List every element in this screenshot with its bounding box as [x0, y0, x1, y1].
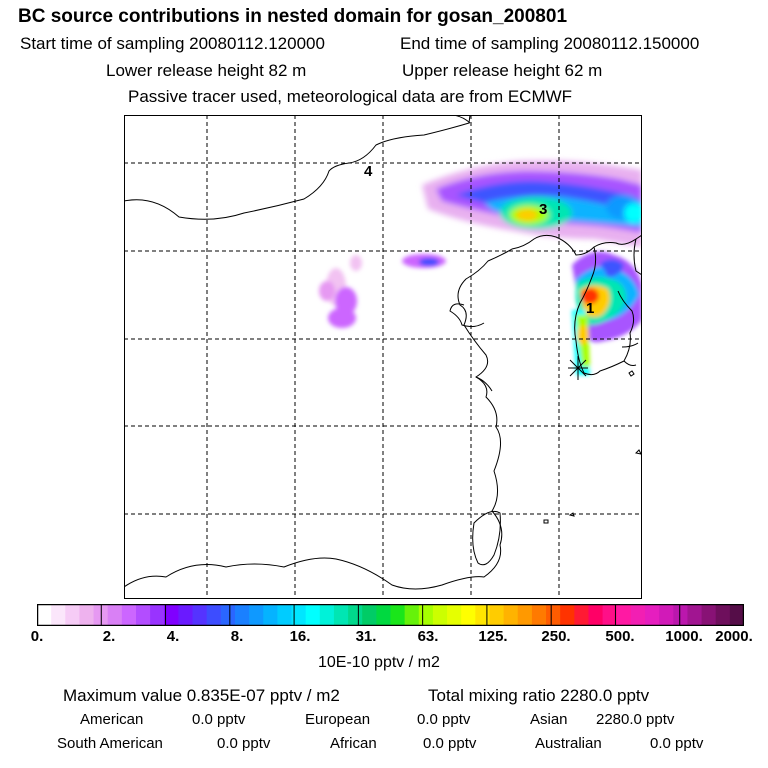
region-name: European	[305, 711, 371, 728]
colorbar-segment	[630, 604, 646, 626]
colorbar-segment	[348, 604, 363, 626]
colorbar-segment	[517, 604, 533, 626]
region-value: 0.0 pptv	[217, 735, 271, 752]
upper-release-label: Upper release height 62 m	[402, 61, 603, 80]
colorbar-tick-label: 4.	[166, 628, 180, 645]
colorbar-segment	[79, 604, 95, 626]
colorbar-segment	[659, 604, 674, 626]
colorbar-tick-label: 2000.	[715, 628, 753, 645]
region-value: 0.0 pptv	[417, 711, 471, 728]
colorbar-segment	[418, 604, 434, 626]
total-mixing-label: Total mixing ratio 2280.0 pptv	[428, 686, 650, 705]
colorbar-segment	[616, 604, 632, 626]
source-label-4: 4	[364, 163, 373, 180]
colorbar-segment	[164, 604, 179, 626]
colorbar-segment	[489, 604, 505, 626]
colorbar-segment	[715, 604, 731, 626]
colorbar-segment	[206, 604, 222, 626]
colorbar-segment	[602, 604, 618, 626]
colorbar-segment	[503, 604, 519, 626]
lower-release-label: Lower release height 82 m	[106, 61, 307, 80]
colorbar-segment	[150, 604, 165, 626]
region-value: 0.0 pptv	[650, 735, 704, 752]
plot-title: BC source contributions in nested domain…	[18, 6, 568, 27]
colorbar-tick-label: 8.	[230, 628, 244, 645]
colorbar-segment	[673, 604, 688, 626]
colorbar-segment	[404, 604, 420, 626]
colorbar-tick-label: 2.	[102, 628, 116, 645]
source-label-3: 3	[539, 201, 547, 218]
colorbar-segment	[362, 604, 377, 626]
colorbar-segment	[701, 604, 717, 626]
colorbar-segment	[305, 604, 321, 626]
region-name: Asian	[530, 711, 568, 728]
colorbar-segment	[432, 604, 448, 626]
colorbar-tick-label: 500.	[605, 628, 635, 645]
region-value: 0.0 pptv	[423, 735, 477, 752]
colorbar-segment	[65, 604, 80, 626]
colorbar-segment	[263, 604, 278, 626]
colorbar-segment	[645, 604, 660, 626]
region-value: 0.0 pptv	[192, 711, 246, 728]
colorbar-segment	[277, 604, 293, 626]
colorbar-segment	[546, 604, 561, 626]
max-value-label: Maximum value 0.835E-07 pptv / m2	[63, 686, 340, 705]
lat-lon-grid	[124, 115, 642, 599]
colorbar-segment	[121, 604, 137, 626]
colorbar-segment	[192, 604, 208, 626]
region-value: 2280.0 pptv	[596, 711, 675, 728]
colorbar-segment	[234, 604, 250, 626]
colorbar-tick-label: 0.	[30, 628, 44, 645]
colorbar-segment	[135, 604, 151, 626]
colorbar-units: 10E-10 pptv / m2	[318, 654, 440, 671]
colorbar-tick-label: 16.	[289, 628, 311, 645]
colorbar-segment	[729, 604, 744, 626]
colorbar-segment	[178, 604, 194, 626]
plume-west-patches	[319, 255, 362, 328]
source-contribution-map: 4 3 1	[124, 115, 642, 599]
colorbar-segment	[574, 604, 589, 626]
plume-central-patch	[402, 254, 446, 268]
colorbar	[37, 604, 744, 626]
coastlines	[124, 115, 642, 590]
colorbar-segment	[531, 604, 547, 626]
region-name: African	[330, 735, 377, 752]
colorbar-tick-label: 63.	[417, 628, 439, 645]
plume-northeast-band	[422, 160, 642, 247]
colorbar-segment	[588, 604, 604, 626]
tracer-note: Passive tracer used, meteorological data…	[128, 87, 573, 106]
colorbar-segment	[560, 604, 575, 626]
map-frame	[124, 115, 642, 599]
colorbar-tick-label: 1000.	[665, 628, 703, 645]
colorbar-tick-label: 250.	[541, 628, 571, 645]
colorbar-tick-label: 31.	[355, 628, 377, 645]
region-name: South American	[57, 735, 163, 752]
receptor-star-icon	[568, 356, 588, 380]
colorbar-segment	[107, 604, 123, 626]
colorbar-segment	[51, 604, 66, 626]
colorbar-segment	[461, 604, 476, 626]
source-label-1: 1	[586, 300, 594, 317]
colorbar-segment	[319, 604, 335, 626]
plume-korea	[572, 251, 642, 375]
start-time-label: Start time of sampling 20080112.120000	[20, 34, 325, 53]
colorbar-segment	[37, 604, 52, 626]
colorbar-tick-label: 125.	[478, 628, 508, 645]
colorbar-segment	[333, 604, 349, 626]
colorbar-segment	[390, 604, 406, 626]
colorbar-segment	[220, 604, 236, 626]
colorbar-segment	[687, 604, 703, 626]
colorbar-segment	[475, 604, 490, 626]
region-name: Australian	[535, 735, 602, 752]
colorbar-segment	[249, 604, 264, 626]
colorbar-segment	[447, 604, 462, 626]
end-time-label: End time of sampling 20080112.150000	[400, 34, 700, 53]
region-name: American	[80, 711, 144, 728]
colorbar-segment	[291, 604, 307, 626]
colorbar-segment	[376, 604, 391, 626]
colorbar-frame	[37, 604, 744, 626]
